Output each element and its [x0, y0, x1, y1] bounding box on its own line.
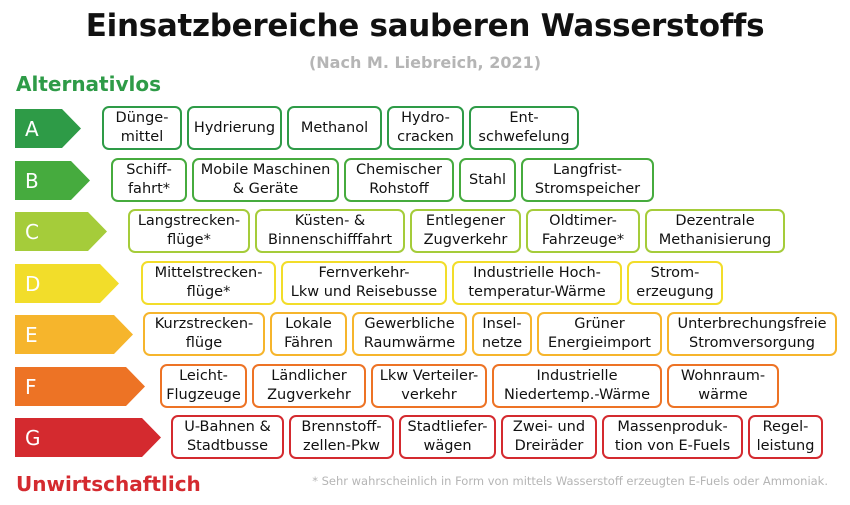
rating-letter: A	[25, 117, 39, 141]
use-case-box: Dünge- mittel	[102, 106, 182, 150]
rating-letter: G	[25, 426, 41, 450]
use-case-box: Regel- leistung	[748, 415, 823, 459]
rating-arrow-d: D	[15, 264, 119, 303]
use-case-box: U-Bahnen & Stadtbusse	[171, 415, 284, 459]
row-c: C Langstrecken- flüge* Küsten- & Binnensch…	[15, 209, 845, 253]
row-a: A Dünge- mittel Hydrierung Methanol Hydro- c…	[15, 106, 845, 150]
use-case-box: Strom- erzeugung	[627, 261, 723, 305]
use-case-box: Langfrist- Stromspeicher	[521, 158, 654, 202]
use-case-group: Langstrecken- flüge* Küsten- & Binnenschi…	[128, 209, 785, 253]
row-d: D Mittelstrecken- flüge* Fernverkehr- Lkw …	[15, 261, 845, 305]
rating-arrow-e: E	[15, 315, 133, 354]
use-case-group: Schiff- fahrt* Mobile Maschinen & Geräte C…	[111, 158, 654, 202]
use-case-box: Gewerbliche Raumwärme	[352, 312, 467, 356]
use-case-box: Industrielle Niedertemp.-Wärme	[492, 364, 662, 408]
use-case-box: Brennstoff- zellen-Pkw	[289, 415, 394, 459]
rating-letter: C	[25, 220, 39, 244]
rating-letter: B	[25, 169, 39, 193]
rating-arrow-g: G	[15, 418, 161, 457]
rating-letter: F	[25, 375, 37, 399]
use-case-box: Dezentrale Methanisierung	[645, 209, 785, 253]
use-case-box: Stahl	[459, 158, 516, 202]
bottom-label: Unwirtschaftlich	[16, 472, 201, 496]
use-case-box: Kurzstrecken- flüge	[143, 312, 265, 356]
row-f: F Leicht- Flugzeuge Ländlicher Zugverkehr L…	[15, 364, 845, 408]
use-case-box: Oldtimer- Fahrzeuge*	[526, 209, 640, 253]
use-case-box: Leicht- Flugzeuge	[160, 364, 247, 408]
use-case-box: Insel- netze	[472, 312, 532, 356]
use-case-group: Dünge- mittel Hydrierung Methanol Hydro- cr…	[102, 106, 579, 150]
row-e: E Kurzstrecken- flüge Lokale Fähren Gewerbl…	[15, 312, 845, 356]
use-case-box: Stadtliefer- wägen	[399, 415, 496, 459]
use-case-box: Mobile Maschinen & Geräte	[192, 158, 339, 202]
use-case-group: Leicht- Flugzeuge Ländlicher Zugverkehr Lk…	[160, 364, 779, 408]
rating-letter: E	[25, 323, 38, 347]
use-case-box: Fernverkehr- Lkw und Reisebusse	[281, 261, 447, 305]
use-case-box: Industrielle Hoch- temperatur-Wärme	[452, 261, 622, 305]
rating-letter: D	[25, 272, 41, 296]
use-case-box: Methanol	[287, 106, 382, 150]
use-case-box: Lokale Fähren	[270, 312, 347, 356]
use-case-box: Langstrecken- flüge*	[128, 209, 250, 253]
rating-arrow-c: C	[15, 212, 107, 251]
use-case-box: Grüner Energieimport	[537, 312, 662, 356]
use-case-box: Ländlicher Zugverkehr	[252, 364, 366, 408]
use-case-box: Entlegener Zugverkehr	[410, 209, 521, 253]
use-case-box: Ent- schwefelung	[469, 106, 579, 150]
use-case-group: U-Bahnen & Stadtbusse Brennstoff- zellen-…	[171, 415, 823, 459]
use-case-box: Chemischer Rohstoff	[344, 158, 454, 202]
rating-arrow-f: F	[15, 367, 145, 406]
footnote: * Sehr wahrscheinlich in Form von mittel…	[312, 474, 828, 488]
use-case-box: Massenproduk- tion von E-Fuels	[602, 415, 743, 459]
use-case-box: Unterbrechungsfreie Stromversorgung	[667, 312, 837, 356]
use-case-box: Lkw Verteiler- verkehr	[371, 364, 487, 408]
use-case-box: Wohnraum- wärme	[667, 364, 779, 408]
use-case-box: Küsten- & Binnenschifffahrt	[255, 209, 405, 253]
use-case-box: Hydro- cracken	[387, 106, 464, 150]
page-subtitle: (Nach M. Liebreich, 2021)	[308, 53, 542, 72]
page-title: Einsatzbereiche sauberen Wasserstoffs	[85, 8, 765, 44]
use-case-group: Kurzstrecken- flüge Lokale Fähren Gewerbli…	[143, 312, 837, 356]
row-g: G U-Bahnen & Stadtbusse Brennstoff- zellen…	[15, 415, 845, 459]
row-b: B Schiff- fahrt* Mobile Maschinen & Geräte…	[15, 158, 845, 202]
use-case-box: Zwei- und Dreiräder	[501, 415, 597, 459]
rating-arrow-b: B	[15, 161, 90, 200]
use-case-box: Mittelstrecken- flüge*	[141, 261, 276, 305]
use-case-group: Mittelstrecken- flüge* Fernverkehr- Lkw u…	[141, 261, 723, 305]
use-case-box: Hydrierung	[187, 106, 282, 150]
use-case-box: Schiff- fahrt*	[111, 158, 187, 202]
rating-arrow-a: A	[15, 109, 81, 148]
top-label: Alternativlos	[16, 72, 162, 96]
